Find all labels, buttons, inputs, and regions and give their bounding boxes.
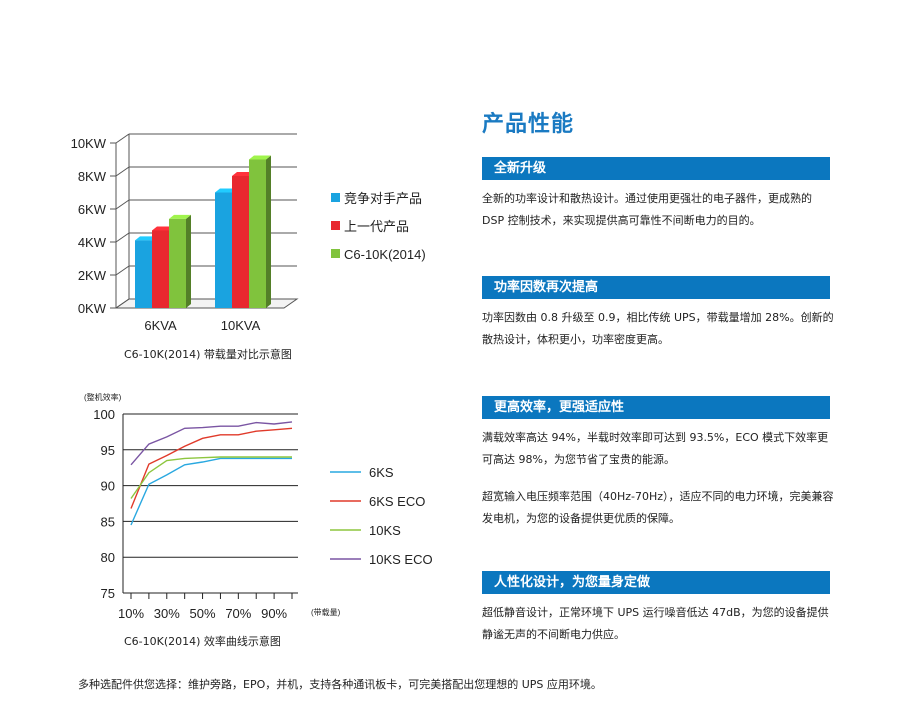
legend-label: 上一代产品 [344, 219, 409, 234]
bar [169, 218, 186, 308]
bar-top [232, 172, 254, 176]
line-chart-y-tick-label: 75 [101, 586, 115, 601]
bar-chart-y-tick-label: 4KW [78, 235, 107, 250]
series-line-6ks-eco [130, 427, 293, 509]
page-title: 产品性能 [482, 112, 575, 137]
section-heading-upgrade: 全新升级 [482, 157, 830, 180]
legend-label: 6KS ECO [369, 494, 425, 509]
section-heading-power-factor: 功率因数再次提高 [482, 276, 830, 299]
line-chart-y-tick-label: 85 [101, 514, 115, 529]
bar-side [266, 155, 271, 308]
legend-swatch [331, 249, 340, 258]
section-heading-design: 人性化设计，为您量身定做 [482, 571, 830, 594]
bar-chart-x-tick-label: 10KVA [221, 318, 261, 333]
bar-top [249, 155, 271, 160]
legend-label: 竞争对手产品 [344, 191, 422, 206]
bar-chart-gridline-diagonal [115, 199, 130, 210]
legend-label: 10KS [369, 523, 401, 538]
legend-swatch [331, 221, 340, 230]
bar-chart-gridline-diagonal [115, 133, 130, 144]
bar [135, 240, 152, 308]
section-text-power-factor: 功率因数由 0.8 升级至 0.9，相比传统 UPS，带载量增加 28%。创新的… [482, 311, 834, 346]
bar-top [135, 236, 157, 241]
footer-note: 多种选配件供您选择：维护旁路，EPO，并机，支持各种通讯板卡，可完美搭配出您理想… [78, 678, 602, 691]
bar [249, 159, 266, 308]
line-chart-y-tick-label: 90 [101, 479, 115, 494]
line-chart-x-tick-label: 10% [118, 606, 144, 621]
legend-swatch [331, 193, 340, 202]
line-chart-x-tick-label: 50% [190, 606, 216, 621]
line-chart-y-tick-label: 80 [101, 550, 115, 565]
line-chart-y-axis-title: (整机效率) [84, 392, 122, 402]
bar-chart-y-tick-label: 10KW [71, 136, 107, 151]
line-chart-x-axis-title: (带载量) [311, 607, 341, 617]
bar-side [186, 214, 191, 308]
section-text-design: 超低静音设计，正常环境下 UPS 运行噪音低达 47dB，为您的设备提供静谧无声… [482, 606, 829, 641]
section-text-efficiency-1: 满载效率高达 94%，半载时效率即可达到 93.5%，ECO 模式下效率更可高达… [482, 431, 829, 466]
bar-chart-y-tick-label: 8KW [78, 169, 107, 184]
section-text-upgrade: 全新的功率设计和散热设计。通过使用更强壮的电子器件，更成熟的 DSP 控制技术，… [482, 192, 812, 227]
line-chart-caption: C6-10K(2014) 效率曲线示意图 [124, 635, 281, 648]
section-text-efficiency-2: 超宽输入电压频率范围（40Hz-70Hz），适应不同的电力环境，完美兼容发电机，… [482, 490, 834, 525]
bar-top [215, 188, 237, 193]
bar [152, 230, 169, 308]
series-line-10ks-eco [130, 421, 293, 466]
legend-label: 10KS ECO [369, 552, 433, 567]
bar-chart-gridline-diagonal [115, 166, 130, 177]
bar [232, 176, 249, 308]
bar-chart-caption: C6-10K(2014) 带载量对比示意图 [124, 348, 292, 361]
bar [215, 192, 232, 308]
bar-chart-x-tick-label: 6KVA [144, 318, 177, 333]
bar-chart-gridline-diagonal [115, 298, 130, 309]
series-line-6ks [130, 457, 292, 526]
legend-label: C6-10K(2014) [344, 247, 426, 262]
line-chart-y-tick-label: 100 [93, 407, 115, 422]
bar-chart-gridline-diagonal [115, 232, 130, 243]
line-chart-x-tick-label: 30% [154, 606, 180, 621]
bar-chart-gridline-diagonal [115, 265, 130, 276]
efficiency-line-chart: 75 80 85 90 95 100 10% 30% 50% 70% 90% (整机效率) (带载量) 6… [84, 392, 433, 621]
line-chart-y-tick-label: 95 [101, 443, 115, 458]
bar-top [169, 214, 191, 219]
line-chart-x-tick-label: 70% [225, 606, 251, 621]
bar-top [152, 226, 174, 231]
bar-chart-y-tick-label: 0KW [78, 301, 107, 316]
legend-label: 6KS [369, 465, 394, 480]
line-chart-x-tick-label: 90% [261, 606, 287, 621]
bar-chart-y-tick-label: 2KW [78, 268, 107, 283]
bar-chart-y-tick-label: 6KW [78, 202, 107, 217]
series-line-10ks [130, 456, 292, 499]
section-heading-efficiency: 更高效率，更强适应性 [482, 396, 830, 419]
